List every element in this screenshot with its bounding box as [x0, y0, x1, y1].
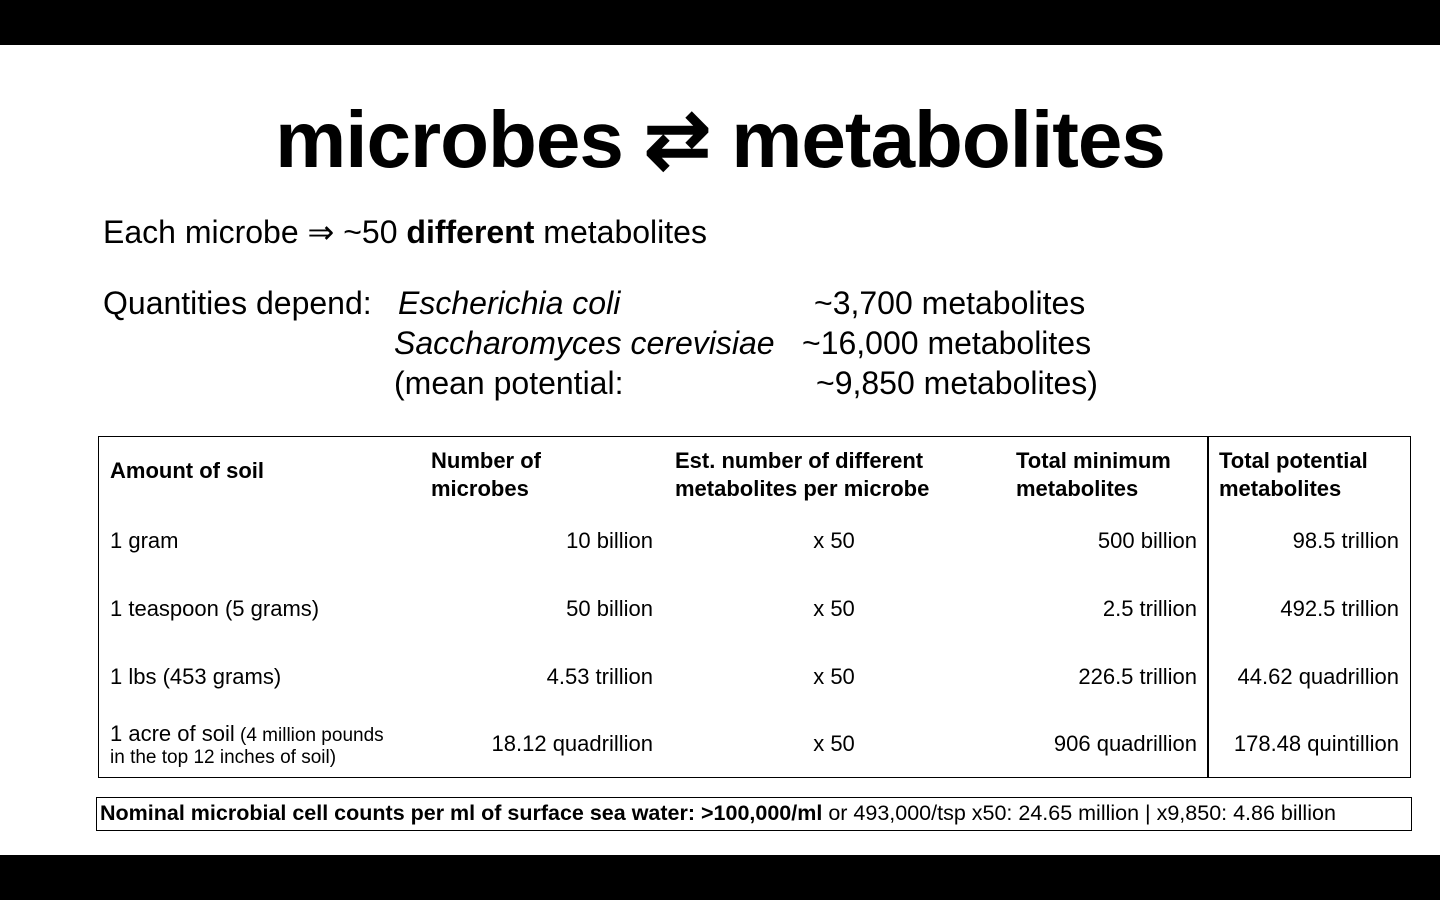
saccharomyces-count: ~16,000 metabolites	[802, 325, 1092, 361]
row-2-total-potential: 492.5 trillion	[1280, 596, 1399, 621]
row-1-per-microbe: x 50	[813, 528, 855, 553]
row-2-microbes: 50 billion	[566, 596, 653, 621]
organism-saccharomyces: Saccharomyces cerevisiae	[394, 325, 775, 361]
mean-potential-count: ~9,850 metabolites)	[816, 365, 1098, 401]
table-divider	[1207, 437, 1209, 777]
header-microbes: Number of microbes	[431, 448, 541, 501]
sea-water-note: Nominal microbial cell counts per ml of …	[96, 797, 1412, 831]
header-per-microbe: Est. number of different metabolites per…	[675, 448, 930, 501]
row-4-total-potential: 178.48 quintillion	[1233, 731, 1399, 756]
ecoli-count: ~3,700 metabolites	[814, 285, 1086, 321]
row-4-per-microbe: x 50	[813, 731, 855, 756]
row-4-total-min: 906 quadrillion	[1053, 731, 1197, 756]
row-2-per-microbe: x 50	[813, 596, 855, 621]
row-1-amount: 1 gram	[110, 528, 179, 553]
row-3-amount: 1 lbs (453 grams)	[110, 664, 282, 689]
organism-ecoli: Escherichia coli	[398, 285, 621, 321]
header-total-min: Total minimum metabolites	[1016, 448, 1171, 501]
header-total-potential: Total potential metabolites	[1219, 448, 1368, 501]
row-4-amount: 1 acre of soil (4 million pounds	[110, 721, 384, 746]
row-1-total-min: 500 billion	[1097, 528, 1197, 553]
row-3-per-microbe: x 50	[813, 664, 855, 689]
slide: microbes ⇄ metabolites Each microbe ⇒ ~5…	[0, 45, 1440, 855]
slide-title: microbes ⇄ metabolites	[275, 95, 1166, 184]
soil-metabolites-table: Amount of soil Number of microbes Est. n…	[98, 436, 1411, 778]
row-1-microbes: 10 billion	[566, 528, 653, 553]
metabolites-per-microbe-line: Each microbe ⇒ ~50 different metabolites	[103, 214, 707, 250]
row-3-total-min: 226.5 trillion	[1078, 664, 1197, 689]
row-1-total-potential: 98.5 trillion	[1292, 528, 1399, 553]
row-4-microbes: 18.12 quadrillion	[491, 731, 653, 756]
row-2-amount: 1 teaspoon (5 grams)	[110, 596, 320, 621]
quantities-label: Quantities depend:	[103, 285, 372, 321]
row-3-total-potential: 44.62 quadrillion	[1237, 664, 1399, 689]
row-2-total-min: 2.5 trillion	[1102, 596, 1197, 621]
row-3-microbes: 4.53 trillion	[546, 664, 653, 689]
row-4-amount-note: in the top 12 inches of soil)	[110, 747, 337, 768]
mean-potential-label: (mean potential:	[394, 365, 624, 401]
header-amount: Amount of soil	[110, 458, 264, 483]
